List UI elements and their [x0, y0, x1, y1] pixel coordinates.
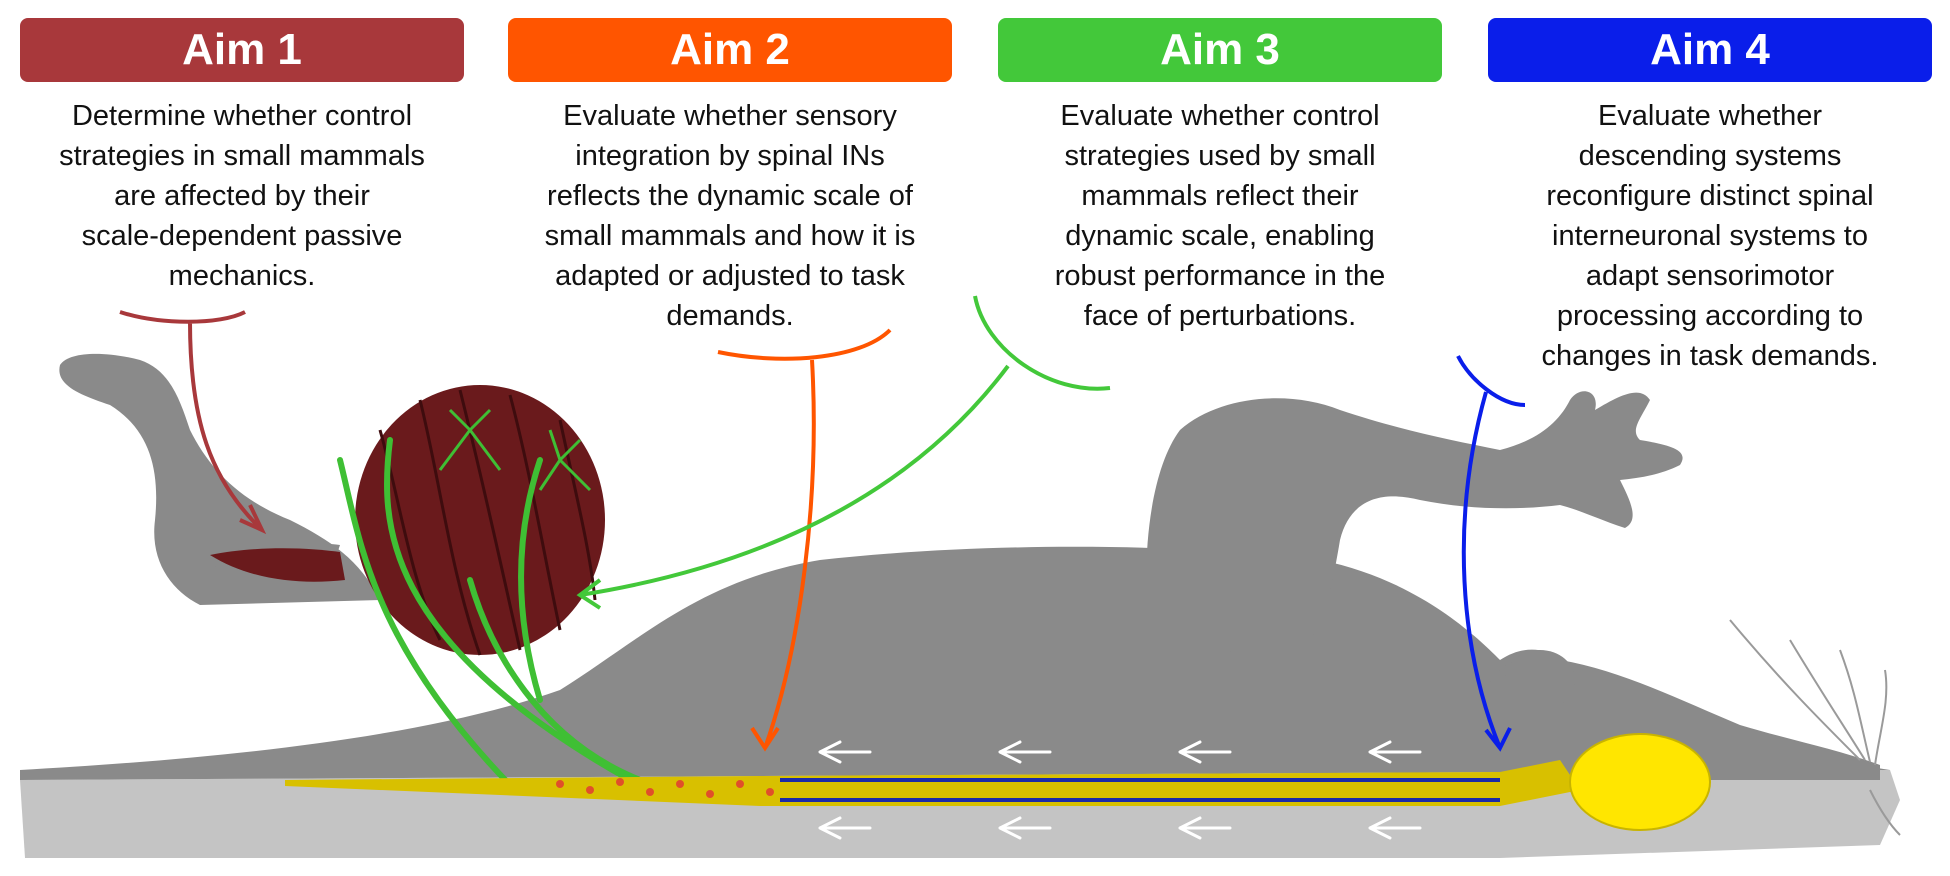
aim-2-line: small mammals and how it is [544, 220, 916, 252]
hind-limb-muscle [355, 385, 605, 655]
aim-4-line: interneuronal systems to [1552, 220, 1868, 252]
aim-3-line: face of perturbations. [1083, 300, 1357, 332]
aim-4-line: reconfigure distinct spinal [1546, 180, 1874, 212]
brain [1569, 733, 1711, 831]
aim-2-line: adapted or adjusted to task [555, 260, 905, 292]
aim-3-line: mammals reflect their [1081, 180, 1359, 212]
aim-1-line: scale-dependent passive [81, 220, 403, 252]
aim4-pointer [1456, 355, 1526, 752]
spinal-interneurons [556, 778, 774, 798]
aim-1-line: Determine whether control [71, 100, 413, 132]
aim-3-line: dynamic scale, enabling [1065, 220, 1375, 252]
aim-3-line: Evaluate whether control [1060, 100, 1380, 132]
aim-4-header: Aim 4 [1488, 18, 1932, 82]
aim-1-header: Aim 1 [20, 18, 464, 82]
rat-body-silhouette [20, 546, 1890, 780]
aim-1-line: mechanics. [168, 260, 316, 292]
aim-4-line: changes in task demands. [1541, 340, 1879, 372]
foot-pad [210, 548, 345, 582]
aim-1-line: strategies in small mammals [59, 140, 425, 172]
aim-4-line: Evaluate whether [1597, 100, 1823, 132]
aim-3-description: Evaluate whether control strategies used… [988, 96, 1452, 336]
aim-2-line: Evaluate whether sensory [563, 100, 897, 132]
flow-arrows [818, 740, 1422, 840]
head-silhouette [1480, 656, 1880, 780]
aim-4-line: adapt sensorimotor [1585, 260, 1835, 292]
aim-2-line: reflects the dynamic scale of [547, 180, 913, 212]
aim-2-header: Aim 2 [508, 18, 952, 82]
nerve-branches [438, 408, 592, 492]
fore-leg-silhouette [1146, 391, 1683, 660]
aim-4-line: descending systems [1578, 140, 1842, 172]
aim-3-line: robust performance in the [1054, 260, 1386, 292]
aim-2-line: integration by spinal INs [575, 140, 885, 172]
aim-2-line: demands. [666, 300, 794, 332]
aim-2-description: Evaluate whether sensory integration by … [498, 96, 962, 336]
aim3-pointer [576, 295, 1111, 610]
ear-silhouette [1505, 650, 1575, 710]
aim2-pointer [717, 328, 892, 752]
hind-leg-silhouette [59, 353, 381, 605]
aim-4-line: processing according to [1556, 300, 1864, 332]
aim1-pointer [119, 310, 267, 535]
aim-4-description: Evaluate whether descending systems reco… [1478, 96, 1942, 376]
aim-1-line: are affected by their [114, 180, 370, 212]
descending-tracts [780, 778, 1500, 802]
nerve-fibers [337, 437, 643, 788]
spinal-cord [285, 760, 1580, 806]
aim-3-line: strategies used by small [1064, 140, 1376, 172]
whiskers [1729, 619, 1901, 836]
aim-3-header: Aim 3 [998, 18, 1442, 82]
aim-1-description: Determine whether control strategies in … [10, 96, 474, 296]
